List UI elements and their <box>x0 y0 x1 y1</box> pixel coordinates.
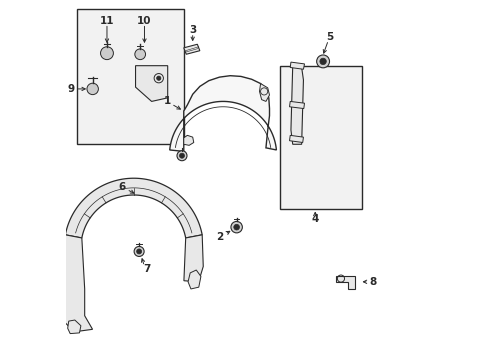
Text: 2: 2 <box>215 232 223 242</box>
Circle shape <box>319 58 325 64</box>
Text: 3: 3 <box>189 25 196 35</box>
Text: 7: 7 <box>143 264 151 274</box>
Polygon shape <box>259 84 269 102</box>
Circle shape <box>230 221 242 233</box>
Polygon shape <box>65 178 202 238</box>
Polygon shape <box>67 320 81 334</box>
Polygon shape <box>290 66 303 144</box>
Polygon shape <box>183 44 200 54</box>
Polygon shape <box>290 62 304 69</box>
Circle shape <box>87 83 98 95</box>
Polygon shape <box>289 102 304 109</box>
Text: 6: 6 <box>119 182 126 192</box>
Circle shape <box>177 151 186 161</box>
Polygon shape <box>169 76 276 152</box>
Circle shape <box>233 224 239 230</box>
Circle shape <box>135 49 145 60</box>
Polygon shape <box>183 235 203 282</box>
Bar <box>77 9 183 144</box>
Bar <box>280 66 362 208</box>
Text: 5: 5 <box>326 32 333 42</box>
Circle shape <box>101 47 113 60</box>
Polygon shape <box>335 276 354 289</box>
Circle shape <box>316 55 329 68</box>
Polygon shape <box>63 235 92 332</box>
Circle shape <box>134 247 144 256</box>
Text: 10: 10 <box>137 16 151 26</box>
Polygon shape <box>188 270 201 289</box>
Text: 8: 8 <box>369 277 376 287</box>
Polygon shape <box>135 66 167 102</box>
Polygon shape <box>289 135 303 143</box>
Circle shape <box>136 249 142 254</box>
Text: 9: 9 <box>67 84 75 94</box>
Circle shape <box>179 153 184 158</box>
Polygon shape <box>183 135 193 145</box>
Text: 4: 4 <box>311 214 318 224</box>
Text: 1: 1 <box>164 96 171 107</box>
Circle shape <box>156 76 161 80</box>
Text: 11: 11 <box>100 16 114 26</box>
